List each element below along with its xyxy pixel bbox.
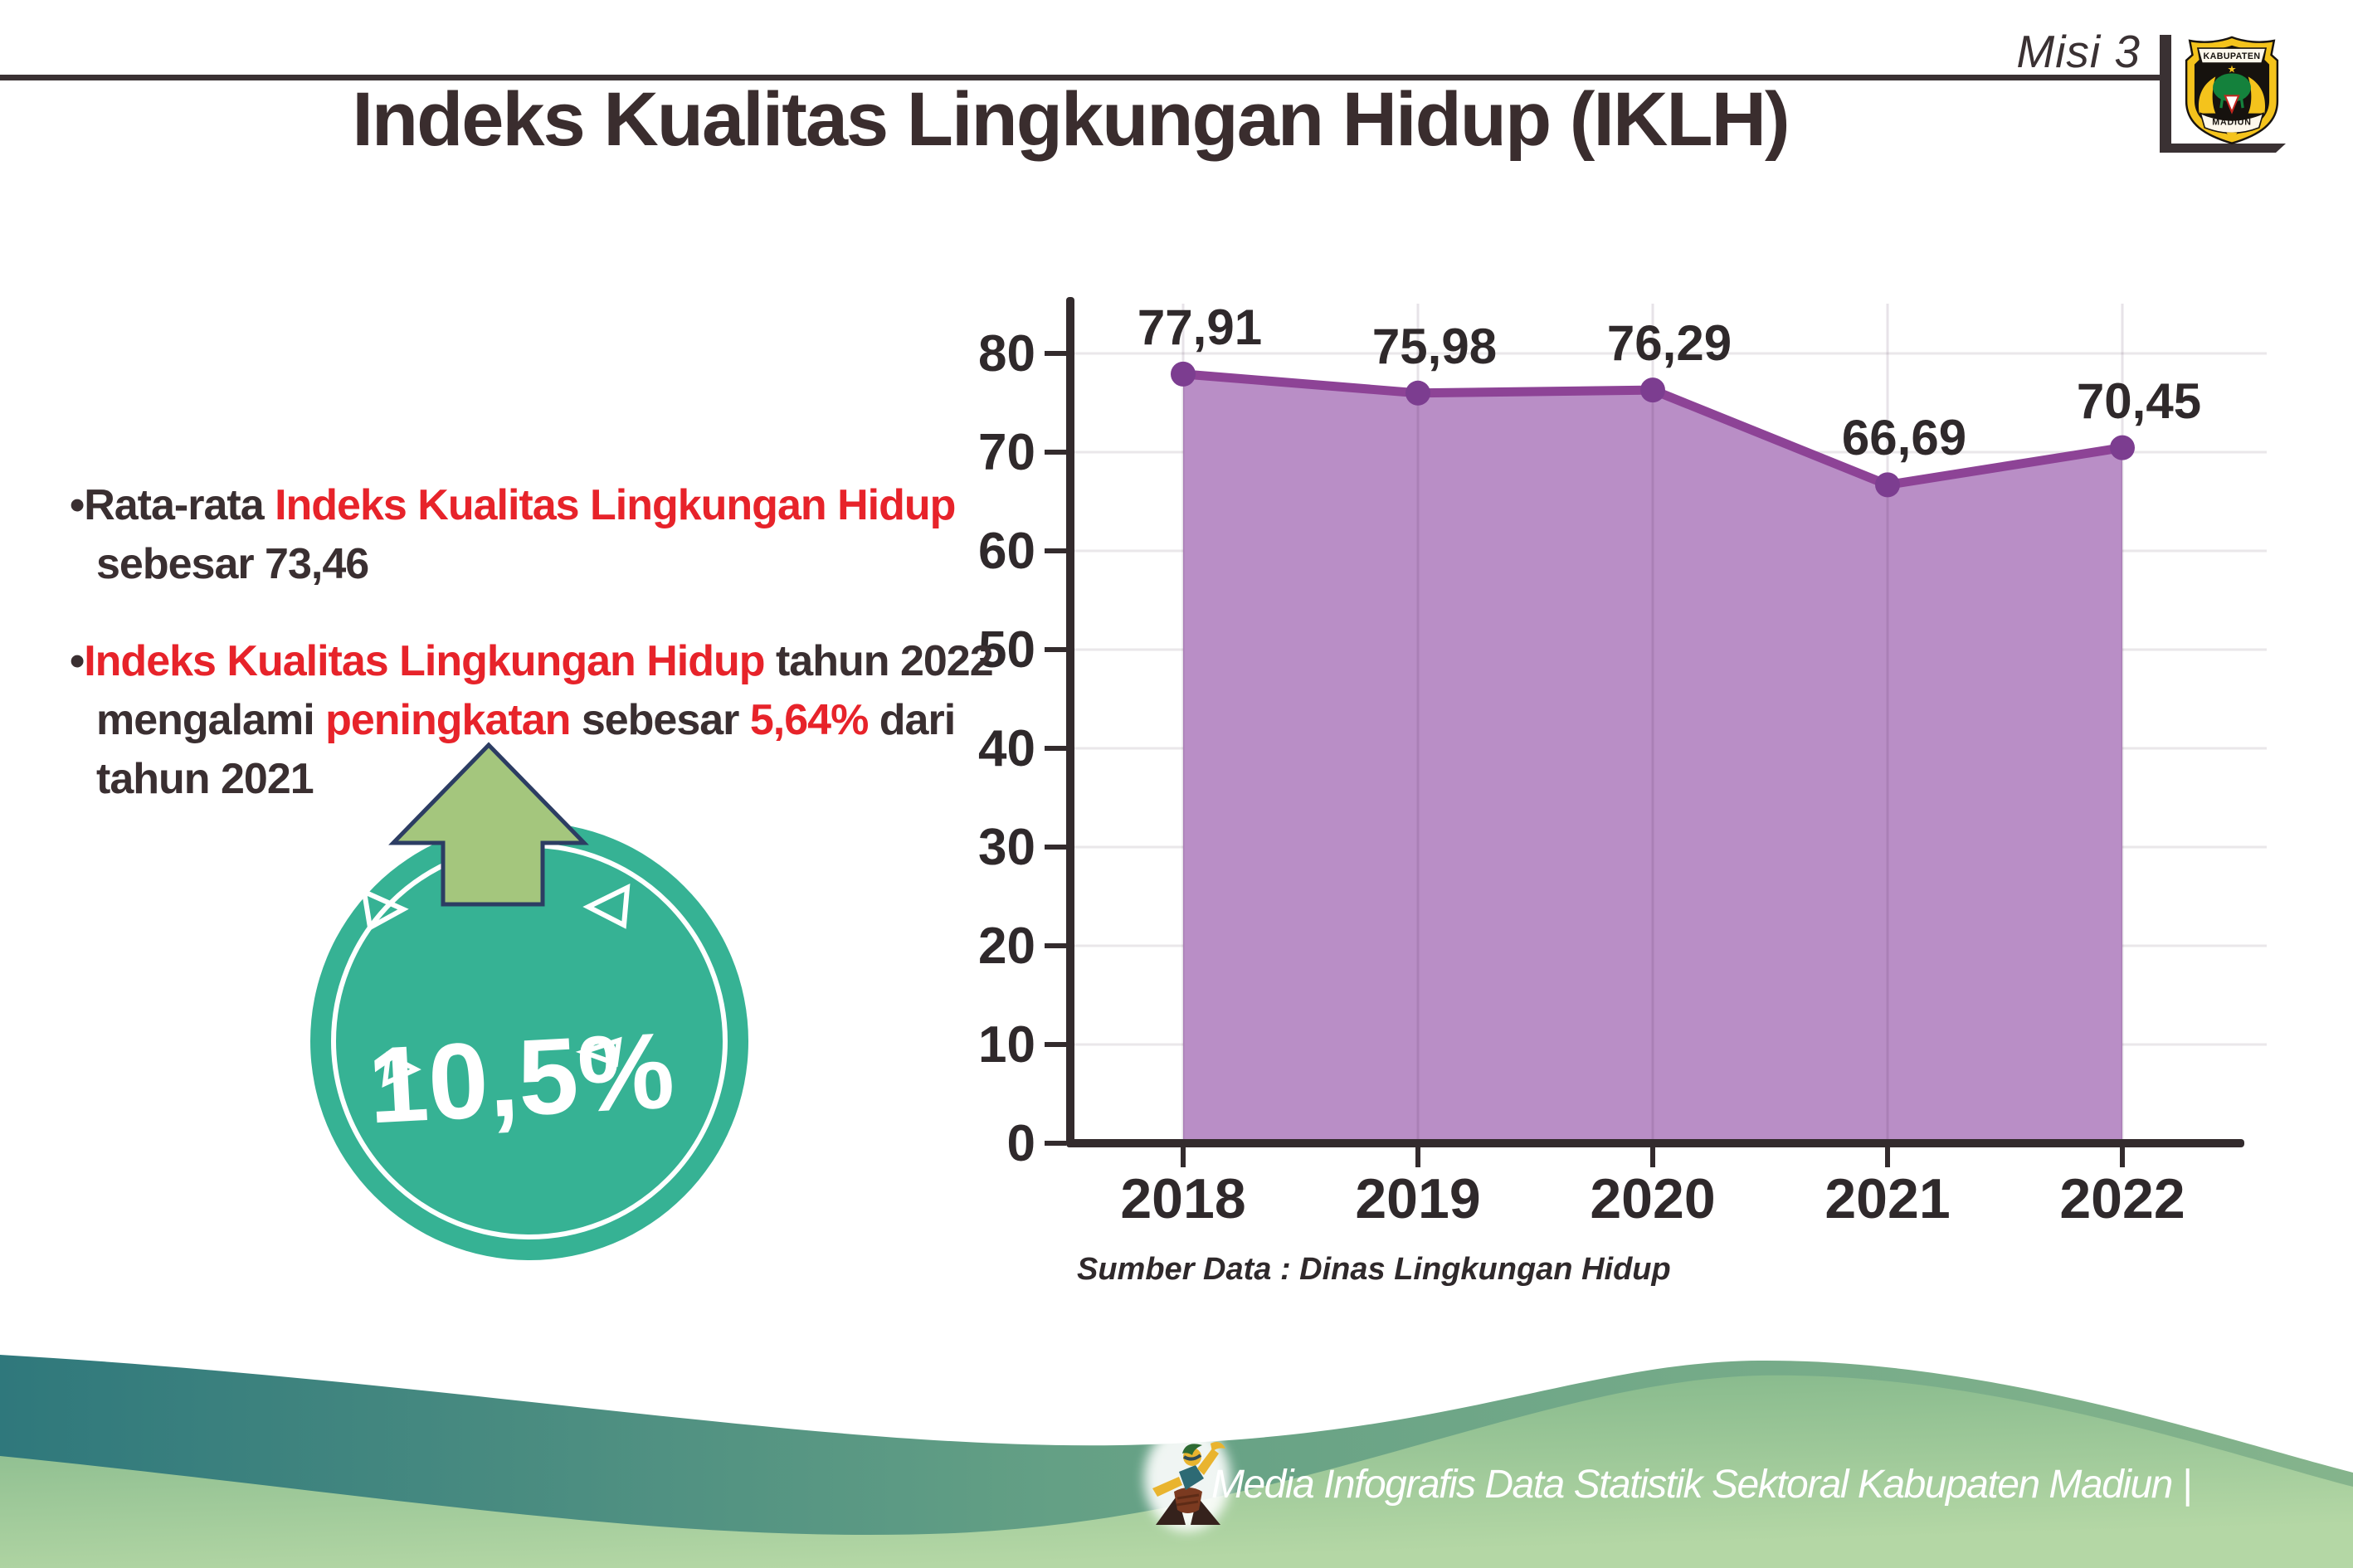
logo-top-ribbon <box>2196 47 2268 64</box>
note-segment: sebesar <box>570 696 750 744</box>
y-tick-label: 0 <box>1007 1115 1035 1172</box>
note-segment: Indeks Kualitas Lingkungan Hidup <box>84 637 765 685</box>
x-tick-label: 2022 <box>2059 1167 2185 1230</box>
y-tick <box>1045 746 1066 751</box>
badge-tick-lower-left <box>382 1051 421 1088</box>
note-line: •Rata-rata Indeks Kualitas Lingkungan Hi… <box>70 476 1032 535</box>
y-tick <box>1045 1042 1066 1047</box>
y-tick <box>1045 845 1066 850</box>
badge-value: 10,5% <box>365 1009 677 1146</box>
kabupaten-madiun-logo: KABUPATEN ★ MADIUN <box>2185 36 2279 145</box>
y-tick-label: 10 <box>978 1016 1035 1074</box>
x-tick <box>1181 1147 1186 1167</box>
data-point-2022 <box>2110 435 2135 460</box>
data-point-2018 <box>1171 361 1196 387</box>
note-line: sebesar 73,46 <box>70 535 1032 594</box>
data-point-2019 <box>1405 380 1430 406</box>
increase-badge: 10,5% <box>310 742 748 1260</box>
footer-wave <box>0 1355 2353 1568</box>
logo-bottom-ribbon <box>2200 112 2264 134</box>
y-tick-label: 20 <box>978 918 1035 975</box>
header-rule <box>0 75 2166 80</box>
y-axis <box>1066 297 1074 1147</box>
page-title: Indeks Kualitas Lingkungan Hidup (IKLH) <box>352 77 1790 162</box>
note-paragraph: •Rata-rata Indeks Kualitas Lingkungan Hi… <box>70 476 1032 594</box>
badge-tick-upper-left <box>361 887 409 932</box>
data-label: 70,45 <box>2077 373 2201 429</box>
corner-bracket-horizontal <box>2160 144 2276 153</box>
note-line: mengalami peningkatan sebesar 5,64% dari <box>70 691 1032 750</box>
x-tick-label: 2019 <box>1355 1167 1480 1230</box>
logo-top-text: KABUPATEN <box>2204 51 2261 61</box>
footer-dome-front <box>0 1375 2353 1568</box>
logo-tree-icon <box>2213 73 2251 102</box>
y-tick <box>1045 1141 1066 1146</box>
data-point-2020 <box>1640 377 1665 403</box>
y-tick-label: 60 <box>978 523 1035 580</box>
note-segment: • <box>70 637 85 685</box>
x-tick-label: 2018 <box>1120 1167 1245 1230</box>
up-arrow-icon <box>388 742 589 907</box>
note-segment: sebesar 73,46 <box>96 540 369 588</box>
corner-bracket-vertical <box>2160 35 2171 152</box>
source-caption: Sumber Data : Dinas Lingkungan Hidup <box>1077 1252 1671 1287</box>
mascot-icon <box>1144 1425 1230 1531</box>
data-point-2021 <box>1875 472 1900 498</box>
badge-tick-upper-right <box>582 883 631 929</box>
x-tick <box>1650 1147 1655 1167</box>
note-segment: mengalami <box>96 696 326 744</box>
area-fill <box>1183 373 2122 1139</box>
x-axis <box>1066 1139 2244 1147</box>
y-tick-label: 70 <box>978 424 1035 481</box>
x-tick-label: 2021 <box>1824 1167 1950 1230</box>
data-label: 66,69 <box>1842 410 1966 465</box>
note-segment: •Rata-rata <box>70 481 275 529</box>
note-segment: dari <box>868 696 956 744</box>
note-segment: 5,64% <box>749 696 869 744</box>
badge-tick-lower-right <box>575 1036 622 1068</box>
note-line: •Indeks Kualitas Lingkungan Hidup tahun … <box>70 632 1032 691</box>
x-tick <box>1885 1147 1890 1167</box>
data-label: 77,91 <box>1138 299 1262 355</box>
note-segment: peningkatan <box>325 696 571 744</box>
y-tick <box>1045 450 1066 455</box>
footer-caption: Media Infografis Data Statistik Sektoral… <box>1211 1463 2192 1507</box>
y-tick-label: 40 <box>978 720 1035 777</box>
x-tick-label: 2020 <box>1590 1167 1715 1230</box>
note-segment: Indeks Kualitas Lingkungan Hidup <box>275 481 956 529</box>
y-tick <box>1045 351 1066 356</box>
logo-star-icon: ★ <box>2228 64 2237 75</box>
y-tick-label: 50 <box>978 621 1035 679</box>
y-tick <box>1045 548 1066 553</box>
data-label: 75,98 <box>1372 319 1497 374</box>
y-tick-label: 80 <box>978 325 1035 382</box>
data-label: 76,29 <box>1607 315 1732 371</box>
logo-bottom-text: MADIUN <box>2212 118 2251 128</box>
notes: •Rata-rata Indeks Kualitas Lingkungan Hi… <box>70 476 1032 847</box>
misi-label: Misi 3 <box>2016 26 2141 77</box>
y-tick <box>1045 647 1066 652</box>
note-segment: tahun 2021 <box>96 755 314 803</box>
note-paragraph: •Indeks Kualitas Lingkungan Hidup tahun … <box>70 632 1032 809</box>
y-tick-label: 30 <box>978 819 1035 876</box>
x-tick <box>2120 1147 2125 1167</box>
x-tick <box>1415 1147 1420 1167</box>
note-segment: tahun 2022 <box>764 637 994 685</box>
y-tick <box>1045 943 1066 948</box>
note-line: tahun 2021 <box>70 750 1032 809</box>
badge-circle <box>310 822 748 1260</box>
corner-bracket-bevel <box>2276 144 2286 153</box>
